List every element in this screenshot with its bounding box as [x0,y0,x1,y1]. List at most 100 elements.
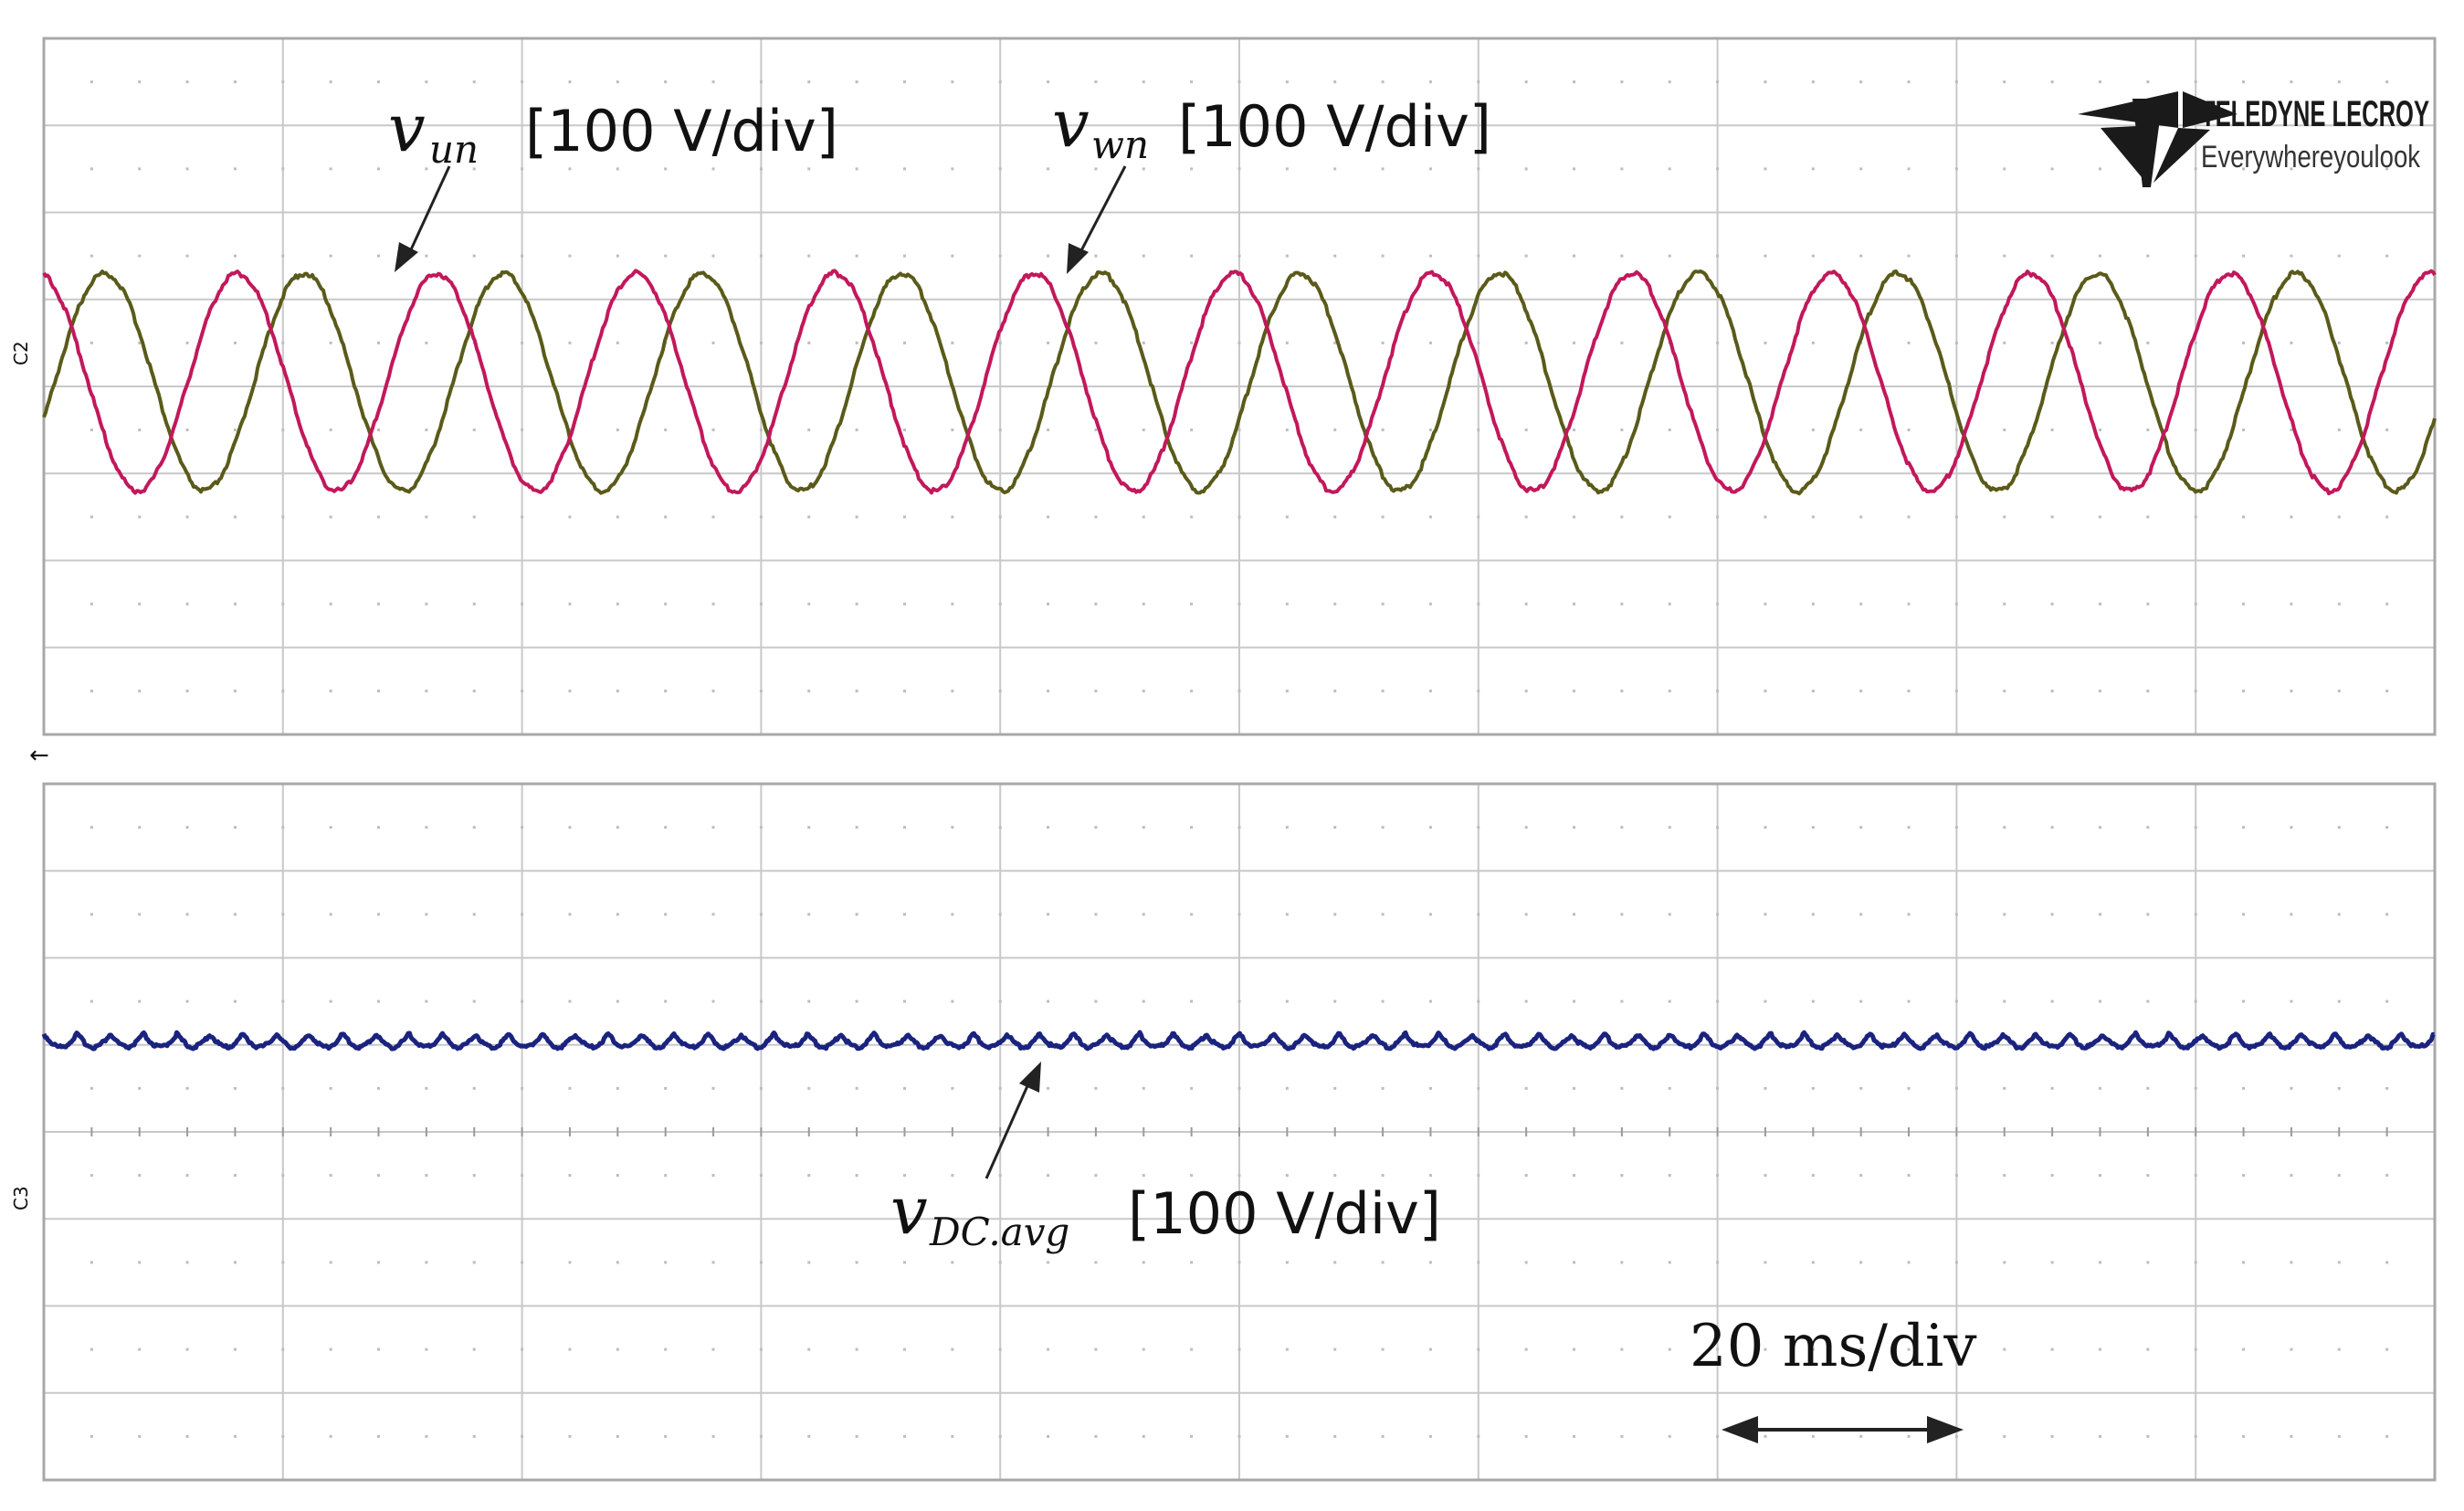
grid-dot [1381,826,1385,829]
grid-dot [329,167,332,171]
grid-dot [1381,341,1385,344]
grid-dot [711,1434,715,1438]
grid-dot [1764,826,1767,829]
grid-dot [1954,515,1958,519]
grid-dot [1477,1174,1480,1178]
grid-dot [1190,1174,1194,1178]
grid-dot [281,689,285,692]
grid-dot [90,428,93,432]
grid-dot [138,1086,142,1090]
grid-dot [2194,602,2197,606]
grid-dot [521,1086,524,1090]
v-dc-avg-scale: [100 V/div] [1128,1180,1441,1247]
grid-dot [1524,1174,1528,1178]
grid-dot [759,1261,763,1264]
grid-dot [2337,602,2341,606]
grid-dot [1811,428,1815,432]
grid-dot [2146,80,2150,84]
grid-dot [185,1086,189,1090]
grid-dot [425,602,428,606]
grid-dot [1764,1434,1767,1438]
grid-dot [1524,1347,1528,1351]
grid-dot [2242,602,2246,606]
grid-dot [1716,1261,1720,1264]
grid-dot [1094,428,1098,432]
grid-dot [138,428,142,432]
grid-dot [2050,1434,2054,1438]
grid-dot [855,428,858,432]
v-wn-scale: [100 V/div] [1178,93,1491,160]
grid-dot [902,341,906,344]
grid-dot [90,826,93,829]
grid-dot [1190,1347,1194,1351]
grid-dot [951,80,954,84]
grid-dot [90,341,93,344]
grid-dot [2242,689,2246,692]
grid-dot [472,167,476,171]
grid-dot [2003,167,2006,171]
grid-dot [425,254,428,258]
grid-dot [616,999,619,1003]
grid-dot [233,1434,237,1438]
grid-dot [1573,826,1576,829]
grid-dot [472,999,476,1003]
grid-dot [1811,515,1815,519]
grid-dot [1285,428,1289,432]
grid-dot [616,341,619,344]
grid-dot [90,1086,93,1090]
grid-dot [902,913,906,916]
trace-v-wn [42,269,2437,496]
grid-dot [1859,1261,1863,1264]
grid-dot [1954,1086,1958,1090]
grid-dot [1907,1434,1911,1438]
grid-dot [2290,999,2293,1003]
grid-dot [1477,913,1480,916]
grid-dot [377,913,381,916]
grid-dot [998,428,1002,432]
grid-dot [1859,1174,1863,1178]
grid-dot [1764,341,1767,344]
annotation-v-un: v un [100 V/div] [388,90,838,272]
annotation-v-dc-avg: v DC.avg [100 V/div] [890,1062,1441,1254]
grid-dot [1142,167,1145,171]
grid-dot [281,1174,285,1178]
grid-dot [1524,913,1528,916]
grid-dot [2194,428,2197,432]
grid-dot [1047,1261,1050,1264]
grid-dot [2194,1174,2197,1178]
grid-dot [2242,515,2246,519]
grid-dot [521,602,524,606]
grid-dot [1237,826,1241,829]
grid-dot [1954,1347,1958,1351]
grid-dot [855,1086,858,1090]
grid-dot [902,515,906,519]
grid-dot [2098,1434,2101,1438]
trigger-arrow-icon: ← [29,742,49,769]
grid-dot [185,254,189,258]
grid-dot [2385,254,2389,258]
grid-dot [2146,689,2150,692]
grid-dot [1859,826,1863,829]
grid-dot [1764,428,1767,432]
grid-dot [759,1086,763,1090]
grid-dot [759,826,763,829]
grid-dot [233,1086,237,1090]
grid-dot [1142,254,1145,258]
grid-dot [1428,689,1432,692]
grid-dot [1620,428,1624,432]
grid-dot [807,254,811,258]
grid-dot [2242,1347,2246,1351]
grid-dot [1620,689,1624,692]
grid-dot [2098,1174,2101,1178]
grid-dot [759,689,763,692]
grid-dot [1237,1086,1241,1090]
grid-dot [998,826,1002,829]
grid-dot [377,999,381,1003]
grid-dot [2050,254,2054,258]
grid-dot [1954,1434,1958,1438]
grid-dot [998,1174,1002,1178]
grid-dot [664,999,668,1003]
grid-dot [2098,1261,2101,1264]
grid-dot [425,167,428,171]
grid-dot [855,602,858,606]
